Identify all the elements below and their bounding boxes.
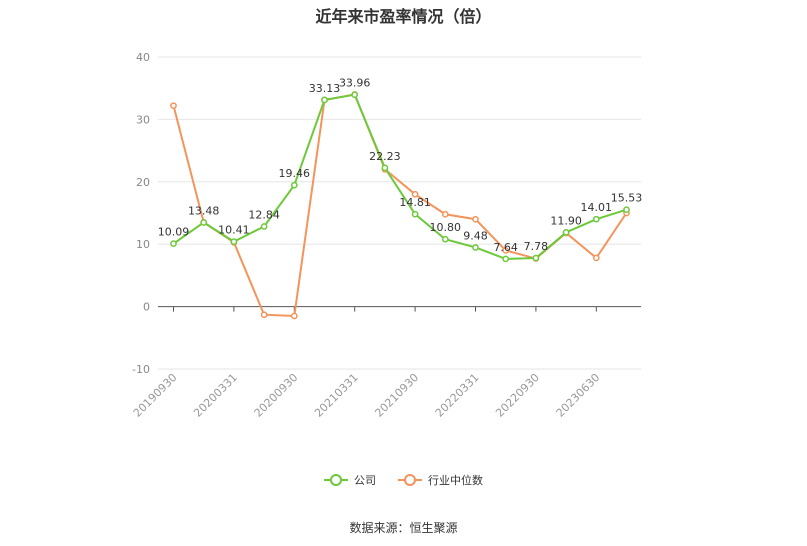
data-label: 33.96 [339,77,371,90]
legend-item-company[interactable]: 公司 [324,472,376,488]
y-tick-label: 30 [136,113,150,126]
x-tick-label: 20220930 [493,371,542,420]
legend-line-icon [324,473,348,487]
data-point-company [623,206,630,214]
data-label: 12.84 [248,208,280,221]
series-line-company [172,93,627,260]
x-tick-label: 20220331 [433,371,482,420]
y-tick-label: -10 [132,363,150,376]
data-point-company [411,210,419,218]
data-point-company [260,223,268,230]
data-point-industry [441,210,449,218]
data-point-company [290,181,298,189]
legend-label-company: 公司 [354,474,376,487]
data-label: 14.01 [581,201,613,214]
data-point-industry [170,102,177,110]
data-label: 11.90 [550,214,582,227]
x-tick-label: 20200331 [191,371,240,420]
data-point-company [592,215,600,223]
x-tick-label: 20200930 [252,371,301,420]
data-label: 15.53 [611,192,643,205]
data-point-company [351,91,359,99]
data-label: 19.46 [279,167,311,180]
y-tick-label: 40 [136,51,150,64]
data-point-industry [260,311,268,319]
data-point-company [321,96,328,104]
data-label: 22.23 [369,150,401,163]
data-source: 数据来源：恒生聚源 [349,521,458,535]
data-point-company [381,164,389,172]
y-tick-label: 10 [136,238,150,251]
data-point-industry [592,254,600,262]
series-layer [170,91,630,320]
legend: 公司 行业中位数 [0,472,807,488]
data-label: 33.13 [309,82,341,95]
legend-line-icon [398,473,422,487]
data-point-company [472,244,479,251]
x-tick-label: 20190930 [131,371,180,420]
data-label: 7.64 [493,241,518,254]
data-point-industry [290,312,298,320]
data-label: 10.80 [430,221,462,234]
data-label: 9.48 [463,229,488,242]
x-tick-label: 20230630 [554,371,603,420]
data-point-company [502,255,510,263]
legend-label-industry: 行业中位数 [428,474,483,487]
legend-item-industry[interactable]: 行业中位数 [398,472,483,488]
data-label: 14.81 [399,196,431,209]
data-label: 10.41 [218,224,250,237]
data-point-company [532,254,540,262]
data-point-company [441,235,449,243]
data-point-industry [472,215,479,223]
data-point-company [562,228,570,236]
y-tick-label: 0 [143,301,150,314]
data-point-company [230,238,238,245]
x-tick-label: 20210331 [312,371,361,420]
y-tick-label: 20 [136,176,150,189]
chart-title: 近年来市盈率情况（倍） [315,7,492,26]
data-label: 7.78 [524,240,549,253]
data-point-industry [411,190,419,198]
x-tick-label: 20210930 [372,371,421,420]
data-point-company [170,240,177,247]
data-point-industry [502,247,510,254]
grid-layer [158,56,641,370]
data-label: 10.09 [158,226,190,239]
data-label: 13.48 [188,204,220,217]
data-point-company [200,219,208,226]
